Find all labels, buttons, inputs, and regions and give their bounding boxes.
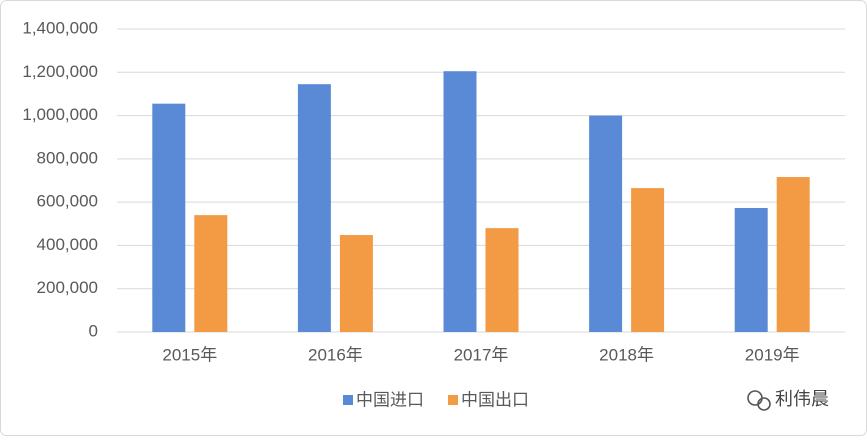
x-tick-label: 2018年: [599, 345, 654, 364]
legend-label: 中国出口: [461, 390, 529, 409]
bar: [297, 84, 331, 332]
watermark-icon: [747, 390, 771, 411]
legend-label: 中国进口: [356, 390, 424, 409]
y-tick-label: 200,000: [37, 278, 98, 297]
y-tick-label: 0: [89, 321, 98, 340]
legend-swatch: [448, 395, 458, 405]
bar: [776, 177, 810, 332]
y-tick-label: 1,400,000: [22, 18, 98, 37]
bar: [194, 215, 228, 332]
x-tick-label: 2016年: [308, 345, 363, 364]
y-tick-label: 400,000: [37, 235, 98, 254]
bar: [443, 71, 477, 332]
y-tick-label: 600,000: [37, 192, 98, 211]
watermark: 利伟晨: [775, 389, 829, 409]
x-tick-label: 2015年: [162, 345, 217, 364]
bar: [339, 235, 373, 332]
y-tick-label: 800,000: [37, 148, 98, 167]
bar: [734, 207, 768, 332]
y-tick-label: 1,200,000: [22, 62, 98, 81]
legend-swatch: [343, 395, 353, 405]
y-tick-label: 1,000,000: [22, 105, 98, 124]
x-tick-label: 2017年: [454, 345, 509, 364]
bar: [152, 103, 186, 333]
bar: [631, 188, 665, 332]
bar: [589, 115, 623, 332]
bar: [485, 228, 519, 332]
x-tick-label: 2019年: [745, 345, 800, 364]
